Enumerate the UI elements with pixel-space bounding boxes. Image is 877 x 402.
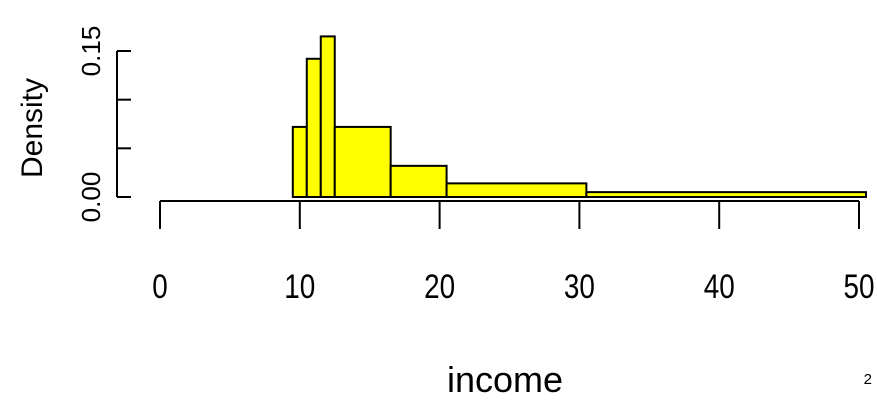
x-tick-label-2: 10 <box>284 267 315 305</box>
y-tick-label-1: 0.00 <box>76 172 106 223</box>
histogram-bar-1 <box>291 125 308 198</box>
y-tick-label-2: 0.15 <box>76 26 106 77</box>
histogram-bar-2 <box>305 57 322 198</box>
y-axis-ticks: 0.00 0.15 <box>76 26 131 223</box>
histogram-bars <box>291 35 867 199</box>
histogram-bar-6 <box>445 182 588 199</box>
histogram-bar-4 <box>333 125 392 198</box>
histogram-bar-5 <box>389 164 448 198</box>
x-axis-ticks: 0 10 20 30 40 50 <box>152 201 875 306</box>
x-tick-label-1: 0 <box>152 267 168 305</box>
x-axis-title: income <box>447 359 563 400</box>
page-number: 2 <box>864 371 872 388</box>
x-tick-label-4: 30 <box>564 267 595 305</box>
x-tick-label-5: 40 <box>704 267 735 305</box>
x-tick-label-6: 50 <box>843 267 874 305</box>
y-axis-title: Density <box>16 78 49 178</box>
histogram-bar-3 <box>319 35 336 199</box>
histogram-bar-7 <box>585 191 867 198</box>
x-tick-label-3: 20 <box>424 267 455 305</box>
